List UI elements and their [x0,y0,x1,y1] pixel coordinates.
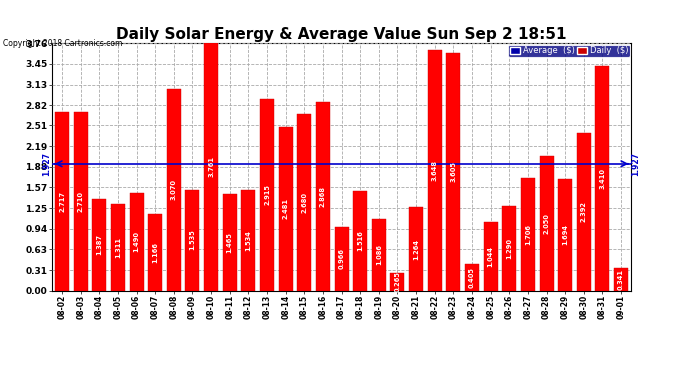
Text: 2.680: 2.680 [302,192,307,213]
Bar [409,207,423,291]
Bar [540,156,553,291]
Bar [55,112,69,291]
Bar [241,190,255,291]
Text: 2.717: 2.717 [59,191,65,212]
Text: 2.915: 2.915 [264,184,270,205]
Bar [74,112,88,291]
Bar [577,133,591,291]
Text: 0.405: 0.405 [469,267,475,288]
Text: 1.465: 1.465 [227,232,233,253]
Bar [484,222,497,291]
Bar [223,194,237,291]
Text: 1.706: 1.706 [525,224,531,245]
Text: 2.868: 2.868 [320,186,326,207]
Text: 1.927: 1.927 [631,152,640,176]
Bar [279,128,293,291]
Bar [335,227,348,291]
Text: 1.516: 1.516 [357,230,363,251]
Bar [316,102,330,291]
Bar [446,53,460,291]
Bar [260,99,274,291]
Text: Copyright 2018 Cartronics.com: Copyright 2018 Cartronics.com [3,39,123,48]
Bar [148,214,162,291]
Bar [297,114,311,291]
Text: 1.534: 1.534 [246,230,251,251]
Text: 1.044: 1.044 [488,246,493,267]
Bar [428,51,442,291]
Text: 3.410: 3.410 [600,168,605,189]
Bar [130,192,144,291]
Bar [391,273,404,291]
Bar [372,219,386,291]
Legend: Average  ($), Daily  ($): Average ($), Daily ($) [509,45,630,57]
Bar [186,190,199,291]
Bar [521,178,535,291]
Text: 1.490: 1.490 [134,231,139,252]
Title: Daily Solar Energy & Average Value Sun Sep 2 18:51: Daily Solar Energy & Average Value Sun S… [117,27,566,42]
Text: 1.535: 1.535 [190,230,195,251]
Text: 3.761: 3.761 [208,156,214,177]
Bar [595,66,609,291]
Bar [502,206,516,291]
Text: 1.694: 1.694 [562,224,568,245]
Text: 1.086: 1.086 [376,244,382,266]
Text: 2.050: 2.050 [544,213,549,234]
Bar [353,191,367,291]
Text: 2.481: 2.481 [283,198,288,219]
Text: 0.341: 0.341 [618,269,624,290]
Bar [111,204,125,291]
Text: 1.264: 1.264 [413,238,419,260]
Text: 1.927: 1.927 [43,152,52,176]
Text: 3.648: 3.648 [432,160,437,181]
Bar [558,179,572,291]
Text: 3.605: 3.605 [451,162,456,182]
Bar [167,88,181,291]
Text: 1.387: 1.387 [97,234,102,255]
Text: 3.070: 3.070 [171,179,177,200]
Text: 0.966: 0.966 [339,248,344,269]
Text: 2.710: 2.710 [78,191,83,212]
Bar [92,200,106,291]
Text: 1.311: 1.311 [115,237,121,258]
Text: 1.166: 1.166 [152,242,158,263]
Text: 2.392: 2.392 [581,201,586,222]
Text: 0.265: 0.265 [395,272,400,292]
Bar [614,268,628,291]
Bar [204,43,218,291]
Text: 1.290: 1.290 [506,238,512,259]
Bar [465,264,479,291]
